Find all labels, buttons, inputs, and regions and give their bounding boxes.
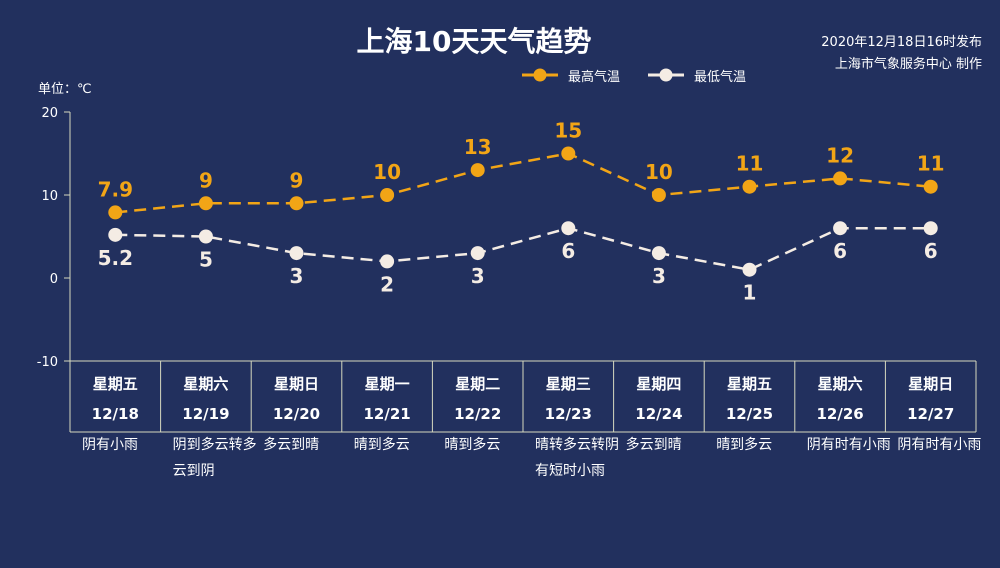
legend-swatch-low bbox=[648, 68, 685, 82]
data-point-high bbox=[289, 196, 304, 211]
data-label-low: 5 bbox=[199, 248, 213, 272]
x-tick-date: 12/26 bbox=[816, 405, 863, 423]
data-label-low: 1 bbox=[743, 281, 757, 305]
data-label-high: 11 bbox=[917, 152, 945, 176]
x-tick-weekday: 星期四 bbox=[636, 375, 681, 393]
data-point-high bbox=[742, 179, 757, 194]
legend-label-low: 最低气温 bbox=[694, 69, 747, 85]
data-label-high: 10 bbox=[373, 160, 401, 184]
x-tick-weekday: 星期日 bbox=[908, 375, 953, 393]
x-tick-date: 12/23 bbox=[545, 405, 592, 423]
x-tick-weekday: 星期六 bbox=[183, 375, 228, 393]
data-point-high bbox=[198, 196, 213, 211]
weather-description: 晴到多云 bbox=[444, 437, 501, 453]
weather-description: 多云到晴 bbox=[625, 437, 682, 453]
y-tick-label: 10 bbox=[41, 189, 58, 204]
legend: 最高气温 最低气温 bbox=[520, 64, 772, 86]
y-tick-label: 0 bbox=[50, 272, 58, 287]
y-tick-label: 20 bbox=[41, 106, 58, 121]
weather-description: 阴有时有小雨 bbox=[897, 437, 982, 453]
x-tick-date: 12/19 bbox=[182, 405, 229, 423]
x-tick-date: 12/18 bbox=[92, 405, 139, 423]
issue-info: 2020年12月18日16时发布 上海市气象服务中心 制作 bbox=[722, 32, 982, 76]
series-line-low bbox=[115, 226, 931, 272]
data-point-low bbox=[742, 262, 757, 277]
data-point-low bbox=[470, 246, 485, 261]
weather-description: 阴有时有小雨 bbox=[806, 437, 891, 453]
legend-item-high: 最高气温 bbox=[520, 65, 620, 85]
data-label-high: 10 bbox=[645, 160, 673, 184]
producer-credit: 上海市气象服务中心 制作 bbox=[834, 57, 982, 72]
data-label-low: 6 bbox=[561, 239, 575, 263]
data-label-high: 9 bbox=[199, 168, 213, 192]
data-label-low: 2 bbox=[380, 272, 394, 296]
data-label-high: 7.9 bbox=[98, 177, 133, 201]
chart-title: 上海10天天气趋势 bbox=[356, 25, 592, 58]
legend-item-low: 最低气温 bbox=[646, 65, 746, 85]
x-tick-date: 12/21 bbox=[363, 405, 410, 423]
data-point-high bbox=[470, 163, 485, 178]
weather-descriptions: 阴有小雨 阴到多云转多云到阴 多云到晴 晴到多云 晴到多云 晴转多云转阴有短时小雨 多云到晴… bbox=[70, 432, 981, 522]
weather-description: 阴有小雨 bbox=[82, 437, 138, 453]
data-label-low: 3 bbox=[290, 264, 304, 288]
weather-description: 晴到多云 bbox=[353, 437, 410, 453]
unit-label: 单位：℃ bbox=[38, 82, 92, 97]
data-point-low bbox=[923, 221, 938, 236]
data-label-high: 15 bbox=[554, 119, 582, 143]
data-point-low bbox=[561, 221, 576, 236]
x-tick-weekday: 星期五 bbox=[727, 375, 772, 393]
series-line-high bbox=[115, 152, 931, 214]
x-tick-weekday: 星期六 bbox=[818, 375, 863, 393]
x-tick-date: 12/27 bbox=[907, 405, 954, 423]
x-tick-date: 12/24 bbox=[635, 405, 682, 423]
data-label-high: 13 bbox=[464, 135, 492, 159]
legend-swatch-high bbox=[522, 68, 558, 82]
x-tick-date: 12/22 bbox=[454, 405, 501, 423]
data-point-low bbox=[289, 246, 304, 261]
weather-description: 阴到多云转多云到阴 bbox=[172, 437, 257, 479]
data-label-low: 5.2 bbox=[98, 246, 133, 270]
x-tick-weekday: 星期五 bbox=[93, 375, 138, 393]
data-label-high: 11 bbox=[736, 152, 764, 176]
issue-time: 2020年12月18日16时发布 bbox=[821, 35, 982, 50]
data-label-low: 3 bbox=[471, 264, 485, 288]
data-point-low bbox=[380, 254, 395, 269]
data-point-high bbox=[380, 188, 395, 202]
data-point-low bbox=[651, 246, 666, 261]
data-label-high: 12 bbox=[826, 143, 854, 167]
x-tick-date: 12/20 bbox=[273, 405, 320, 423]
data-point-high bbox=[108, 205, 123, 220]
data-label-low: 6 bbox=[833, 239, 847, 263]
x-tick-weekday: 星期二 bbox=[455, 375, 500, 393]
data-label-low: 6 bbox=[924, 239, 938, 263]
data-label-low: 3 bbox=[652, 264, 666, 288]
data-point-low bbox=[833, 221, 848, 236]
data-point-high bbox=[561, 146, 576, 161]
x-tick-date: 12/25 bbox=[726, 405, 773, 423]
x-tick-weekday: 星期一 bbox=[365, 375, 410, 393]
x-tick-weekday: 星期三 bbox=[546, 375, 591, 393]
x-tick-weekday: 星期日 bbox=[274, 375, 319, 393]
data-label-high: 9 bbox=[290, 168, 304, 192]
legend-label-high: 最高气温 bbox=[568, 69, 621, 85]
weather-description: 晴转多云转阴有短时小雨 bbox=[535, 437, 619, 479]
data-point-low bbox=[108, 227, 123, 242]
data-point-high bbox=[833, 171, 848, 186]
data-point-high bbox=[923, 179, 938, 194]
data-point-low bbox=[198, 229, 213, 244]
weather-description: 晴到多云 bbox=[716, 437, 773, 453]
y-tick-label: -10 bbox=[37, 355, 58, 370]
weather-description: 多云到晴 bbox=[263, 437, 320, 453]
data-point-high bbox=[651, 188, 666, 202]
